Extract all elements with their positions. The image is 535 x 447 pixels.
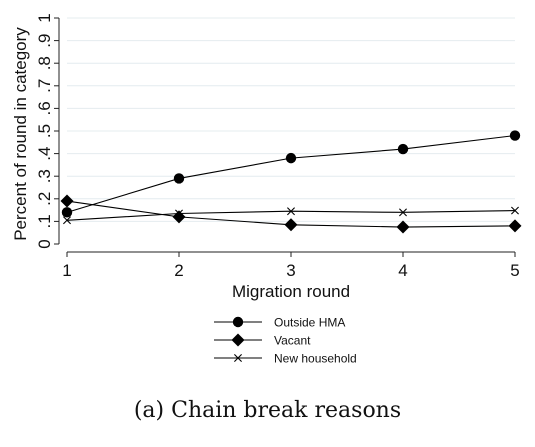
y-tick-label: .6 (35, 101, 54, 115)
data-point (173, 173, 185, 184)
data-point (508, 219, 522, 233)
x-tick-label: 3 (286, 261, 295, 280)
data-point (285, 152, 297, 164)
x-tick-label: 2 (174, 261, 183, 280)
y-tick-label: .4 (35, 147, 54, 161)
y-tick-label: .7 (35, 79, 54, 93)
y-tick-label: 1 (35, 13, 54, 22)
y-tick-label: .1 (35, 214, 54, 228)
chart: 0 .1 .2 .3 .4 .5 .6 .7 .8 .9 1 1 2 3 4 5 Migration round… (11, 13, 522, 366)
data-point (61, 207, 73, 218)
legend-label: Outside HMA (274, 316, 345, 330)
y-axis-label: Percent of round in category (11, 27, 30, 241)
y-tick-label: .2 (35, 192, 54, 206)
y-tick-label: .9 (35, 34, 54, 48)
data-point-x (175, 209, 183, 218)
data-point (509, 130, 521, 141)
data-point-x (511, 206, 519, 215)
x-tick-label: 5 (510, 261, 519, 280)
legend-marker (234, 354, 242, 362)
legend-marker (231, 333, 245, 347)
y-tick-label: .8 (35, 56, 54, 70)
legend-label: New household (274, 352, 357, 366)
series-line (66, 134, 516, 213)
x-tick-label: 1 (62, 261, 71, 280)
legend-label: Vacant (274, 334, 311, 348)
y-tick-label: .3 (35, 169, 54, 183)
data-point (60, 194, 74, 208)
y-tick-label: 0 (35, 239, 54, 248)
data-point-x (399, 208, 407, 217)
data-point-x (63, 216, 71, 225)
data-point (397, 143, 409, 155)
x-axis-label: Migration round (232, 282, 350, 301)
data-point-x (287, 207, 295, 216)
legend-marker (232, 316, 244, 328)
x-tick-label: 4 (398, 261, 407, 280)
figure-caption: (a) Chain break reasons (133, 398, 402, 423)
y-tick-label: .5 (35, 124, 54, 138)
data-point (396, 220, 410, 234)
data-point (284, 218, 298, 232)
